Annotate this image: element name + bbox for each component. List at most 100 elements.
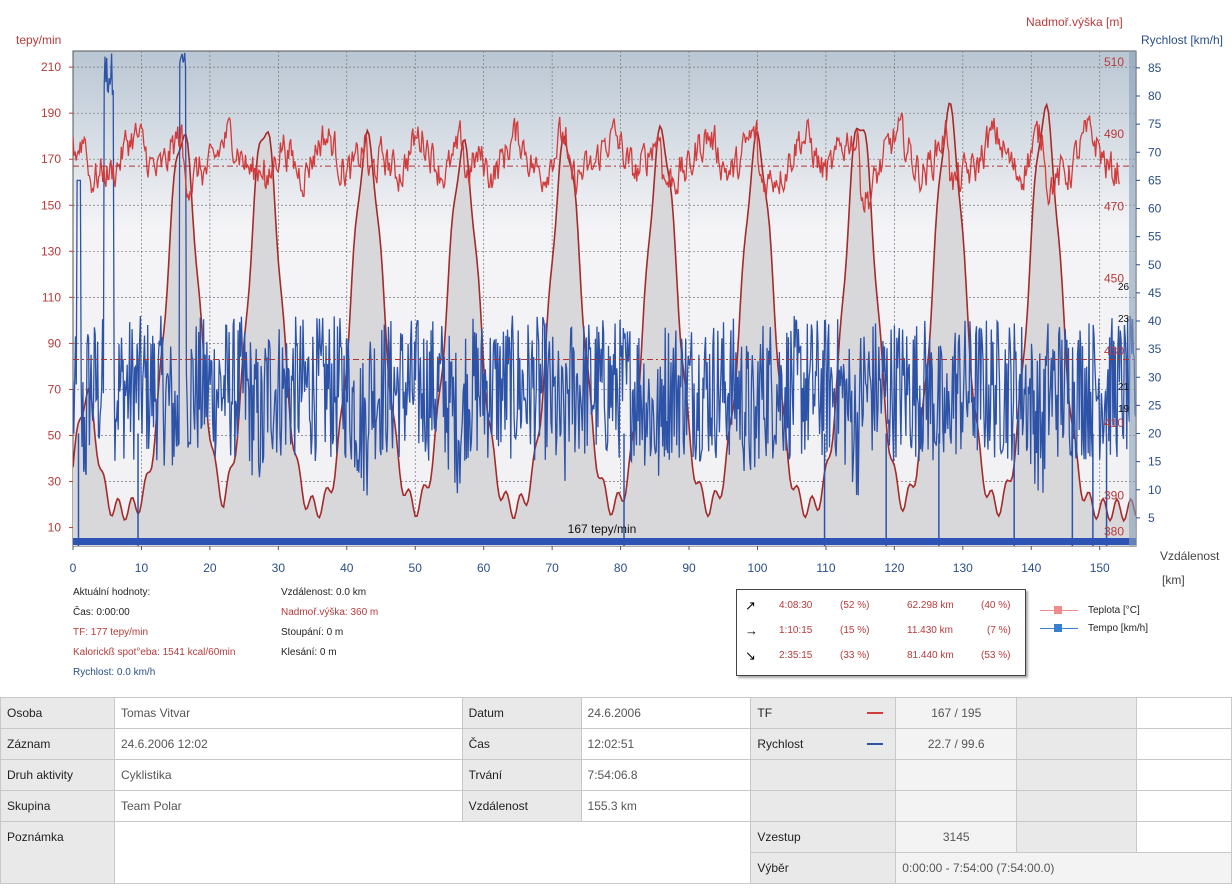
y-altitude-tick-label: 470 [1104, 199, 1124, 213]
slope-stats-box: ↗ 4:08:30 (52 %) 62.298 km (40 %) → 1:10… [736, 589, 1026, 676]
temperature-tick-label: 21 [1118, 382, 1130, 393]
y-left-tick-label: 70 [48, 382, 62, 396]
empty-cell [895, 790, 1018, 822]
table-row: Poznámka Vzestup 3145 [0, 821, 1232, 884]
y-speed-tick-label: 40 [1148, 314, 1162, 328]
datum-value: 24.6.2006 [580, 697, 752, 729]
x-tick-label: 70 [545, 561, 559, 575]
temperature-tick-label: 26 [1118, 282, 1130, 293]
cas-label: Čas [461, 728, 582, 760]
y-left-title: tepy/min [16, 33, 62, 47]
table-row: Výběr 0:00:00 - 7:54:00 (7:54:00.0) [1, 852, 1232, 884]
y-left-tick-label: 10 [48, 521, 62, 535]
y-altitude-tick-label: 410 [1104, 416, 1124, 430]
y-speed-tick-label: 75 [1148, 117, 1162, 131]
temperature-tick-label: 19 [1118, 404, 1130, 415]
empty-cell [895, 759, 1018, 791]
y-speed-tick-label: 65 [1148, 173, 1162, 187]
y-left-tick-label: 210 [41, 60, 61, 74]
x-tick-label: 130 [953, 561, 973, 575]
y-speed-tick-label: 60 [1148, 202, 1162, 216]
stats-row-down: ↘ 2:35:15 (33 %) 81.440 km (53 %) [737, 644, 1025, 668]
aktivita-value[interactable]: Cyklistika [113, 759, 463, 791]
empty-cell [1016, 759, 1138, 791]
x-tick-label: 140 [1021, 561, 1041, 575]
session-info-table: Osoba Tomas Vitvar Datum 24.6.2006 TF 16… [0, 697, 1232, 884]
info-speed: Rychlost: 0.0 km/h [73, 667, 156, 678]
x-tick-label: 120 [884, 561, 904, 575]
stats-dist: 62.298 km [907, 600, 954, 611]
y-speed-tick-label: 25 [1148, 398, 1162, 412]
table-row: Druh aktivity Cyklistika Trvání 7:54:06.… [0, 759, 1232, 791]
y-left-tick-label: 130 [41, 244, 61, 258]
y-right-outer-title: Rychlost [km/h] [1141, 33, 1224, 47]
legend-marker-icon [1054, 624, 1062, 632]
x-tick-label: 100 [747, 561, 767, 575]
stats-time: 1:10:15 [779, 625, 813, 636]
y-right-inner-title: Nadmoř.výška [m] [1026, 15, 1123, 29]
info-altitude: Nadmoř.výška: 360 m [281, 607, 379, 618]
skupina-label: Skupina [0, 790, 115, 822]
poznamka-value[interactable] [113, 821, 752, 884]
selection-marker [1129, 51, 1136, 546]
y-altitude-tick-label: 510 [1104, 55, 1124, 69]
datum-label: Datum [461, 697, 582, 729]
rychlost-line-icon [860, 728, 897, 760]
y-left-tick-label: 90 [48, 336, 62, 350]
zaznam-value: 24.6.2006 12:02 [113, 728, 463, 760]
rychlost-value: 22.7 / 99.6 [895, 728, 1018, 760]
y-speed-tick-label: 80 [1148, 89, 1162, 103]
cas-value: 12:02:51 [580, 728, 752, 760]
tf-label: TF [750, 697, 861, 729]
stats-pct-dist: (7 %) [987, 625, 1011, 636]
x-tick-label: 150 [1090, 561, 1110, 575]
legend-item-tempo[interactable]: Tempo [km/h] [1040, 620, 1148, 638]
x-axis-title: Vzdálenost [1160, 549, 1220, 563]
x-tick-label: 60 [477, 561, 491, 575]
y-speed-tick-label: 45 [1148, 286, 1162, 300]
osoba-value[interactable]: Tomas Vitvar [113, 697, 463, 729]
empty-cell [1136, 821, 1232, 853]
x-tick-label: 30 [272, 561, 286, 575]
hr-average-bar [73, 538, 1136, 545]
vzdalenost-label: Vzdálenost [461, 790, 582, 822]
info-ascent: Stoupání: 0 m [281, 627, 344, 638]
trvani-label: Trvání [461, 759, 582, 791]
x-tick-label: 40 [340, 561, 354, 575]
info-hr: TF: 177 tepy/min [73, 627, 149, 638]
temperature-tick-label: 23 [1118, 314, 1130, 325]
current-values-left: Aktuální hodnoty: Čas: 0:00:00 TF: 177 t… [73, 583, 235, 683]
x-tick-label: 0 [70, 561, 77, 575]
y-altitude-tick-label: 430 [1104, 344, 1124, 358]
stats-dist: 81.440 km [907, 650, 954, 661]
y-left-tick-label: 170 [41, 152, 61, 166]
altitude-line [73, 102, 1136, 523]
y-speed-tick-label: 10 [1148, 483, 1162, 497]
vzestup-label: Vzestup [750, 821, 897, 853]
y-speed-tick-label: 5 [1148, 511, 1155, 525]
x-tick-label: 50 [409, 561, 423, 575]
y-speed-tick-label: 30 [1148, 370, 1162, 384]
arrow-right-icon: → [745, 623, 758, 638]
legend-label: Teplota [°C] [1088, 605, 1140, 616]
stats-row-up: ↗ 4:08:30 (52 %) 62.298 km (40 %) [737, 594, 1025, 618]
hr-average-label: 167 tepy/min [568, 522, 637, 536]
osoba-label: Osoba [0, 697, 115, 729]
vyber-value: 0:00:00 - 7:54:00 (7:54:00.0) [895, 852, 1232, 884]
speed-line [73, 52, 1136, 496]
legend-label: Tempo [km/h] [1088, 623, 1149, 634]
info-descent: Klesání: 0 m [281, 647, 337, 658]
legend-item-temperature[interactable]: Teplota [°C] [1040, 602, 1148, 620]
y-left-tick-label: 190 [41, 106, 61, 120]
empty-cell [750, 790, 897, 822]
y-altitude-tick-label: 490 [1104, 127, 1124, 141]
info-distance: Vzdálenost: 0.0 km [281, 587, 367, 598]
y-altitude-tick-label: 390 [1104, 488, 1124, 502]
empty-cell [750, 759, 897, 791]
stats-pct-time: (33 %) [840, 650, 870, 661]
chart[interactable]: 167 tepy/min 0 10 20 30 40 50 60 70 80 90 100 110 12… [0, 0, 1232, 590]
poznamka-label: Poznámka [0, 821, 115, 884]
y-left-tick-label: 110 [42, 290, 61, 304]
skupina-value[interactable]: Team Polar [113, 790, 463, 822]
rychlost-label: Rychlost [750, 728, 861, 760]
